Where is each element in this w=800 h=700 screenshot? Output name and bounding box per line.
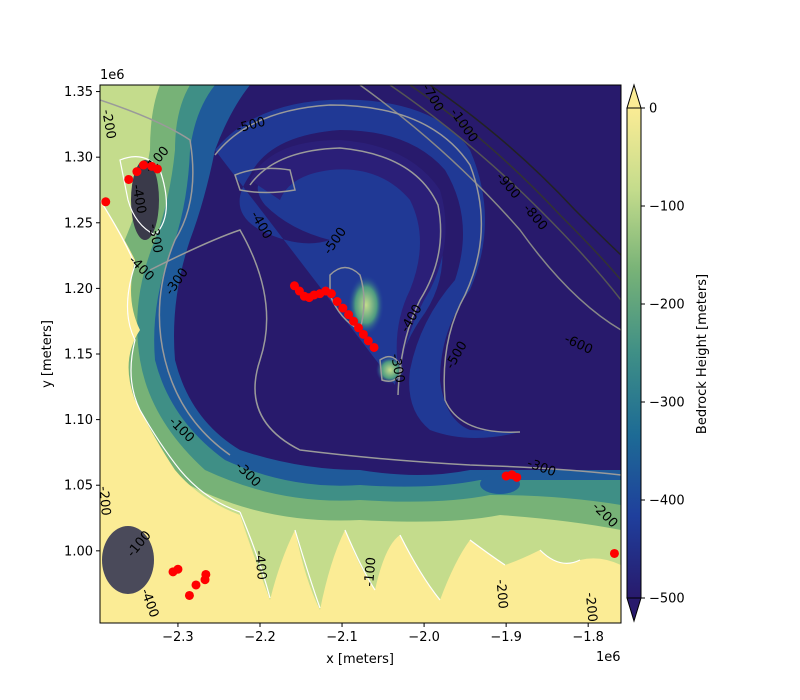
contour-label: -200: [492, 579, 510, 610]
y-tick-label: 1.25: [64, 216, 93, 231]
deep-isobaths: [359, 85, 621, 331]
scatter-point: [338, 303, 348, 313]
x-axis-label: x [meters]: [326, 652, 394, 667]
y-tick-label: 1.20: [64, 282, 93, 297]
southwest-trench: [102, 526, 154, 594]
contour-label: -300: [387, 353, 407, 385]
scatter-point: [173, 564, 183, 574]
x-tick-label: −2.2: [244, 630, 276, 645]
ice-sheet-shallow-land: [100, 200, 621, 623]
contour-label: -200: [582, 592, 600, 623]
contour-label: -400: [129, 183, 149, 215]
x-axis-ticks: −2.3 −2.2 −2.1 −2.0 −1.9 −1.8: [162, 623, 604, 645]
scatter-point: [369, 342, 379, 352]
x-tick-label: −2.3: [162, 630, 194, 645]
colorbar-extend-top: [626, 83, 642, 109]
scatter-point: [184, 590, 194, 600]
colorbar-tick-label: −100: [649, 200, 685, 215]
x-tick-label: −1.9: [490, 630, 522, 645]
scatter-point: [353, 323, 363, 333]
y-axis-ticks: 1.00 1.05 1.10 1.15 1.20 1.25 1.30 1.35: [64, 85, 100, 559]
plot-area: [100, 85, 621, 623]
colorbar-label: Bedrock Height [meters]: [695, 274, 710, 434]
contour-label: -500: [235, 115, 267, 137]
y-tick-label: 1.30: [64, 151, 93, 166]
contour-label: -400: [251, 550, 269, 581]
scatter-point: [201, 569, 211, 579]
y-axis-label: y [meters]: [40, 320, 55, 388]
y-offset-label: 1e6: [100, 68, 125, 83]
scatter-point: [132, 167, 142, 177]
grey-contours: [100, 99, 621, 476]
contour-label: -100: [362, 556, 380, 587]
scatter-point: [101, 197, 111, 207]
trough-core: [250, 140, 446, 380]
scatter-point: [332, 297, 342, 307]
scatter-point: [609, 548, 619, 558]
scatter-point: [358, 329, 368, 339]
colorbar-ticks: 0 −100 −200 −300 −400 −500: [641, 102, 685, 607]
colorbar-extend-bottom: [626, 597, 642, 623]
scatter-point: [138, 160, 148, 170]
colorbar-tick-label: 0: [649, 102, 657, 117]
x-tick-label: −2.1: [326, 630, 358, 645]
y-tick-label: 1.05: [64, 479, 93, 494]
y-tick-label: 1.35: [64, 85, 93, 100]
shelf-band-green: [100, 85, 621, 623]
scatter-point: [344, 310, 354, 320]
y-tick-label: 1.15: [64, 348, 93, 363]
colorbar-tick-label: −300: [649, 396, 685, 411]
x-tick-label: −1.8: [572, 630, 604, 645]
scatter-point: [191, 580, 201, 590]
contour-label: -200: [98, 109, 118, 141]
scatter-point: [326, 289, 336, 299]
colorbar-body: [627, 108, 641, 598]
contour-label: -300: [145, 223, 165, 255]
y-tick-label: 1.00: [64, 544, 93, 559]
colorbar: 0 −100 −200 −300 −400 −500 Bedrock Height [me…: [626, 83, 710, 623]
y-tick-label: 1.10: [64, 413, 93, 428]
colorbar-tick-label: −500: [649, 592, 685, 607]
scatter-point: [512, 472, 522, 482]
colorbar-tick-label: −400: [649, 494, 685, 509]
scatter-point: [363, 336, 373, 346]
east-mound: [480, 474, 520, 494]
scatter-point: [152, 164, 162, 174]
scatter-point: [124, 174, 134, 184]
scatter-points: [101, 160, 619, 600]
x-tick-label: −2.0: [408, 630, 440, 645]
x-offset-label: 1e6: [596, 650, 621, 665]
colorbar-frame: [626, 107, 642, 599]
white-contours: [100, 156, 581, 609]
colorbar-tick-label: −200: [649, 298, 685, 313]
scatter-point: [349, 316, 359, 326]
contour-label: -200: [95, 486, 113, 517]
